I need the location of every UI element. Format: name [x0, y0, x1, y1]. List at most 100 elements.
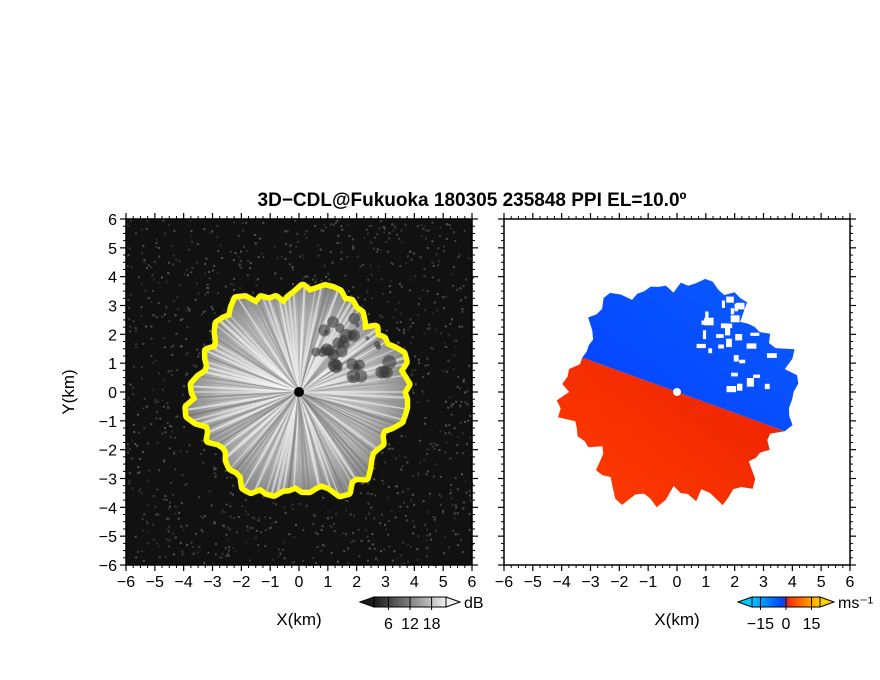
noise-speckle — [138, 471, 141, 474]
noise-speckle — [274, 272, 277, 275]
noise-speckle — [172, 254, 175, 257]
noise-speckle — [262, 221, 265, 224]
noise-speckle — [190, 541, 193, 544]
noise-speckle — [237, 256, 240, 259]
snr-streak — [298, 337, 407, 393]
noise-speckle — [435, 463, 438, 466]
noise-speckle — [406, 255, 409, 258]
noise-speckle — [165, 499, 168, 501]
noise-speckle — [168, 223, 170, 226]
noise-speckle — [367, 539, 370, 542]
noise-speckle — [420, 224, 423, 227]
noise-speckle — [224, 511, 227, 514]
noise-speckle — [204, 310, 207, 313]
snr-streak — [298, 390, 407, 402]
noise-speckle — [388, 443, 391, 446]
snr-low-patch — [355, 323, 360, 328]
velocity-missing-gap — [726, 296, 734, 303]
snr-streak — [298, 360, 407, 393]
noise-speckle — [127, 397, 130, 400]
snr-streak — [216, 391, 300, 494]
noise-speckle — [254, 242, 257, 245]
noise-speckle — [214, 467, 217, 470]
noise-speckle — [150, 355, 153, 358]
noise-speckle — [180, 525, 183, 528]
noise-speckle — [228, 546, 231, 549]
noise-speckle — [432, 515, 435, 518]
noise-speckle — [185, 268, 188, 271]
noise-speckle — [459, 387, 462, 390]
noise-speckle — [156, 238, 159, 241]
noise-speckle — [186, 352, 189, 355]
noise-speckle — [186, 483, 188, 485]
noise-speckle — [327, 510, 330, 513]
noise-speckle — [468, 513, 471, 515]
snr-streak — [297, 391, 332, 494]
noise-speckle — [126, 265, 129, 267]
noise-speckle — [442, 370, 445, 373]
noise-speckle — [284, 258, 287, 260]
noise-speckle — [151, 274, 154, 277]
noise-speckle — [202, 461, 205, 464]
noise-speckle — [236, 531, 238, 534]
noise-speckle — [158, 247, 161, 249]
noise-speckle — [134, 327, 137, 329]
noise-speckle — [127, 443, 129, 446]
noise-speckle — [137, 472, 140, 474]
noise-speckle — [453, 517, 456, 520]
noise-speckle — [435, 253, 438, 256]
noise-speckle — [370, 241, 373, 244]
noise-speckle — [150, 266, 153, 269]
noise-speckle — [138, 276, 140, 279]
noise-speckle — [177, 308, 180, 311]
noise-speckle — [179, 319, 182, 321]
noise-speckle — [457, 375, 460, 378]
noise-speckle — [173, 229, 176, 232]
noise-speckle — [422, 227, 425, 230]
noise-speckle — [132, 320, 135, 323]
noise-speckle — [353, 514, 356, 517]
noise-speckle — [378, 227, 381, 230]
noise-speckle — [195, 365, 198, 368]
noise-speckle — [341, 228, 344, 231]
velocity-missing-gap — [708, 348, 713, 354]
noise-speckle — [205, 257, 208, 260]
noise-speckle — [170, 374, 173, 377]
noise-speckle — [213, 265, 216, 267]
noise-speckle — [386, 496, 389, 499]
noise-speckle — [158, 556, 161, 559]
noise-speckle — [204, 272, 206, 275]
noise-speckle — [165, 538, 168, 541]
left-ytick-label: −2 — [99, 443, 117, 460]
noise-speckle — [128, 247, 131, 250]
noise-speckle — [344, 274, 347, 277]
noise-speckle — [128, 482, 131, 485]
noise-speckle — [414, 384, 417, 387]
noise-speckle — [305, 236, 308, 239]
noise-speckle — [306, 275, 309, 278]
noise-speckle — [137, 413, 139, 416]
noise-speckle — [298, 255, 301, 258]
noise-speckle — [323, 264, 326, 267]
noise-speckle — [277, 555, 280, 558]
noise-speckle — [440, 332, 442, 335]
snr-streak — [298, 391, 382, 494]
noise-speckle — [163, 498, 166, 501]
noise-speckle — [432, 265, 435, 267]
noise-speckle — [368, 321, 371, 324]
noise-speckle — [346, 255, 349, 258]
snr-streak — [282, 287, 300, 393]
noise-speckle — [195, 261, 198, 264]
noise-speckle — [424, 364, 427, 367]
noise-speckle — [357, 296, 360, 299]
noise-speckle — [448, 396, 451, 399]
noise-speckle — [423, 458, 426, 461]
snr-streak — [187, 330, 300, 393]
noise-speckle — [128, 447, 131, 450]
noise-speckle — [170, 436, 173, 439]
noise-speckle — [400, 241, 403, 243]
noise-speckle — [171, 369, 174, 372]
snr-streak — [236, 391, 301, 494]
noise-speckle — [189, 220, 191, 222]
noise-speckle — [147, 542, 150, 545]
